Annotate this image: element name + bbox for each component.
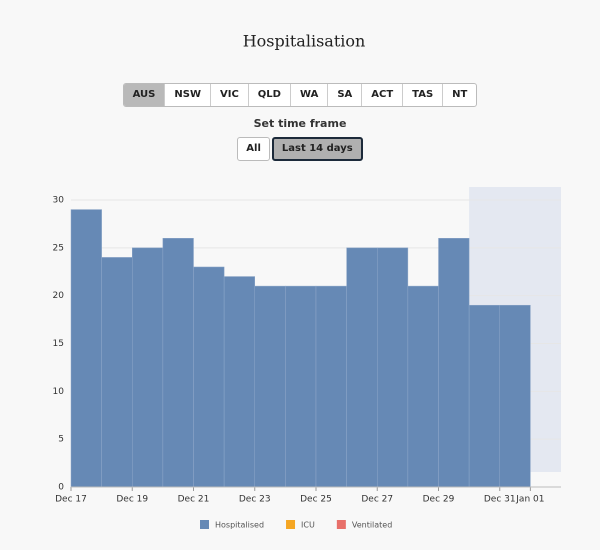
bar [223, 276, 255, 488]
x-tick-label: Dec 23 [239, 495, 271, 505]
region-button[interactable]: ACT [362, 84, 404, 106]
y-tick-label: 5 [58, 435, 64, 445]
time-frame-button[interactable]: All [237, 137, 270, 161]
y-tick-label: 10 [53, 387, 65, 397]
x-tick-label: Dec 29 [423, 495, 455, 505]
legend-swatch [200, 520, 209, 529]
bar [254, 285, 286, 488]
x-tick-label: Dec 25 [300, 495, 332, 505]
region-selector: AUS NSW VIC QLD WA SA ACT TAS NT [0, 83, 600, 107]
region-button[interactable]: NSW [165, 84, 211, 106]
bar [499, 304, 531, 488]
legend-label: ICU [301, 521, 315, 530]
x-tick-label: Dec 31 [484, 495, 516, 505]
bar [101, 257, 133, 488]
y-tick-label: 25 [53, 243, 64, 253]
x-tick-label: Dec 19 [116, 495, 148, 505]
y-tick-label: 20 [53, 291, 65, 301]
bar [132, 247, 164, 488]
x-tick-label: Dec 27 [361, 495, 393, 505]
bar [468, 304, 500, 488]
x-tick-label: Dec 21 [178, 495, 210, 505]
time-frame-selector: All Last 14 days [0, 137, 600, 161]
region-button[interactable]: NT [452, 89, 468, 100]
region-button[interactable]: TAS [403, 84, 444, 106]
y-tick-label: 30 [53, 196, 65, 206]
bar [162, 238, 194, 488]
region-button[interactable]: SA [328, 84, 363, 106]
legend-label: Hospitalised [215, 521, 264, 530]
bar [70, 209, 102, 488]
legend-swatch [336, 520, 346, 529]
bar [407, 285, 439, 488]
bar [193, 266, 225, 488]
x-tick-label: Dec 17 [55, 495, 87, 505]
bar [377, 247, 409, 488]
chart-title: Hospitalisation [243, 32, 366, 51]
time-frame-button[interactable]: Last 14 days [271, 137, 363, 161]
bar [438, 238, 470, 488]
region-button[interactable]: QLD [249, 84, 291, 106]
y-tick-label: 15 [53, 339, 64, 349]
time-frame-label: Set time frame [253, 117, 347, 130]
bar [346, 247, 378, 488]
region-button[interactable]: WA [291, 84, 329, 106]
region-button[interactable]: VIC [211, 84, 249, 106]
y-tick-label: 0 [58, 483, 64, 493]
region-button[interactable]: AUS [123, 84, 166, 106]
bar [315, 285, 347, 488]
legend-swatch [286, 520, 296, 529]
x-tick-label: Jan 01 [515, 495, 544, 505]
region-group: AUS NSW VIC QLD WA SA ACT TAS NT [122, 83, 478, 107]
legend-label: Ventilated [352, 521, 392, 530]
bar [285, 285, 317, 488]
